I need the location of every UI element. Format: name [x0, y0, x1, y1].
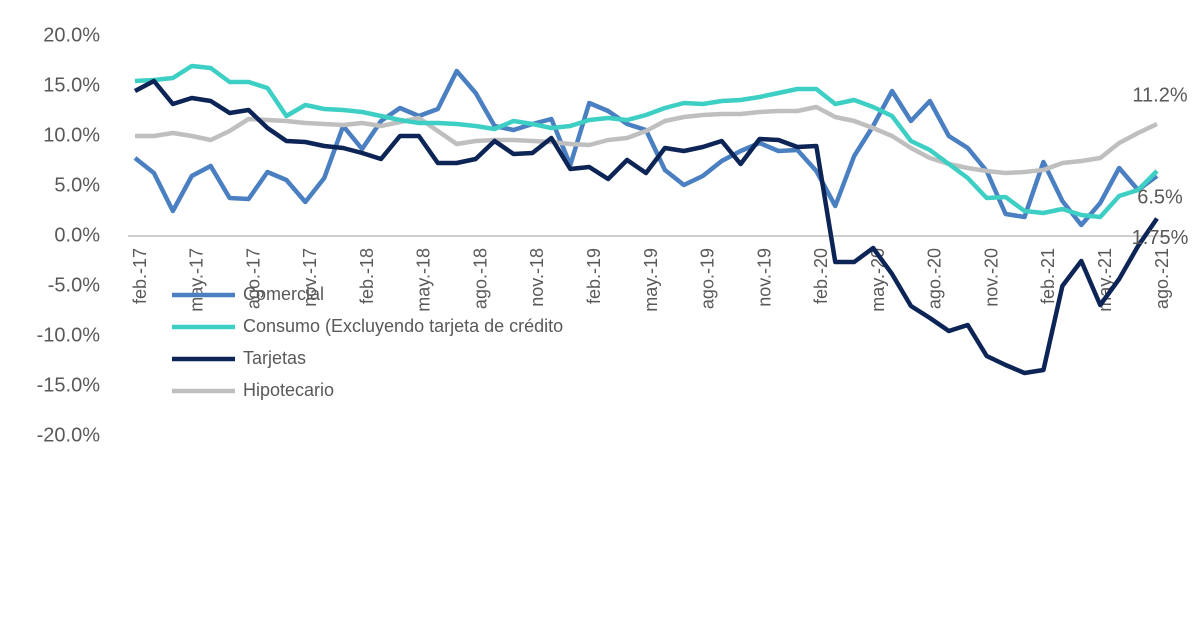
legend-label: Comercial [243, 284, 324, 304]
y-tick-label: -5.0% [48, 274, 100, 296]
x-tick-label: may.-19 [641, 248, 661, 312]
y-tick-label: 20.0% [43, 24, 100, 46]
series-line [133, 78, 1159, 376]
x-tick-label: feb.-17 [130, 248, 150, 304]
x-tick-label: feb.-20 [811, 248, 831, 304]
y-tick-label: 0.0% [54, 224, 100, 246]
x-tick-label: may.-21 [1095, 248, 1115, 312]
x-tick-label: ago.-21 [1152, 248, 1172, 309]
x-tick-label: feb.-21 [1038, 248, 1058, 304]
x-tick-label: ago.-20 [925, 248, 945, 309]
x-tick-label: nov.-19 [754, 248, 774, 307]
x-tick-label: nov.-18 [527, 248, 547, 307]
y-tick-label: 10.0% [43, 124, 100, 146]
x-tick-label: may.-17 [187, 248, 207, 312]
end-label: 6.5% [1137, 186, 1183, 208]
series-line [133, 68, 1159, 228]
y-tick-label: 15.0% [43, 74, 100, 96]
legend-label: Hipotecario [243, 380, 334, 400]
y-tick-label: -15.0% [37, 374, 101, 396]
legend-label: Tarjetas [243, 348, 306, 368]
end-label: 11.2% [1132, 84, 1187, 106]
x-tick-label: nov.-20 [981, 248, 1001, 307]
legend-label: Consumo (Excluyendo tarjeta de crédito [243, 316, 563, 336]
y-tick-label: -10.0% [37, 324, 101, 346]
y-tick-label: 5.0% [54, 174, 100, 196]
x-tick-label: may.-18 [414, 248, 434, 312]
x-tick-label: nov.-17 [300, 248, 320, 307]
x-tick-label: ago.-17 [243, 248, 263, 309]
y-tick-label: -20.0% [37, 424, 101, 446]
end-label: 1.75% [1132, 227, 1189, 249]
series-line [134, 63, 1159, 220]
x-tick-label: ago.-18 [470, 248, 490, 309]
series-line [135, 104, 1158, 176]
x-tick-label: feb.-18 [357, 248, 377, 304]
x-tick-label: feb.-19 [584, 248, 604, 304]
x-tick-label: ago.-19 [698, 248, 718, 309]
